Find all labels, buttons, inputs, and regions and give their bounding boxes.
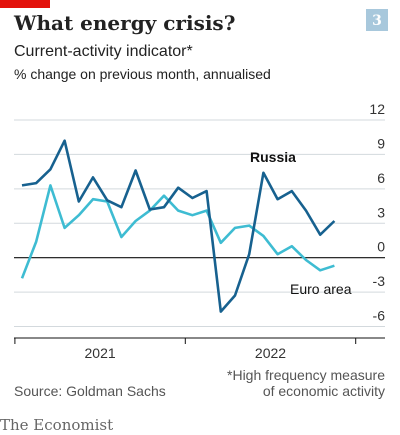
- y-tick-label: 9: [377, 135, 385, 151]
- y-tick-label: 12: [369, 101, 385, 117]
- y-tick-label: 0: [377, 239, 385, 255]
- y-tick-label: 3: [377, 204, 385, 220]
- series-label: Russia: [250, 149, 296, 165]
- footnote: *High frequency measure: [227, 367, 385, 383]
- x-tick-label: 2022: [255, 345, 286, 361]
- x-tick-label: 2021: [85, 345, 116, 361]
- footnote: of economic activity: [263, 383, 385, 399]
- source: Source: Goldman Sachs: [14, 383, 166, 399]
- badge-box: [366, 9, 388, 31]
- y-axis-label: % change on previous month, annualised: [14, 66, 271, 82]
- brand: The Economist: [0, 416, 113, 434]
- series-line: [21, 139, 336, 313]
- y-tick-label: -3: [373, 273, 386, 289]
- y-tick-label: 6: [377, 170, 385, 186]
- red-tag: [0, 0, 50, 8]
- chart-title: What energy crisis?: [13, 11, 235, 35]
- subtitle: Current-activity indicator*: [14, 43, 193, 60]
- badge: 3: [372, 13, 382, 29]
- y-tick-label: -6: [373, 308, 386, 324]
- series-line: [20, 184, 335, 279]
- series-label: Euro area: [290, 281, 352, 297]
